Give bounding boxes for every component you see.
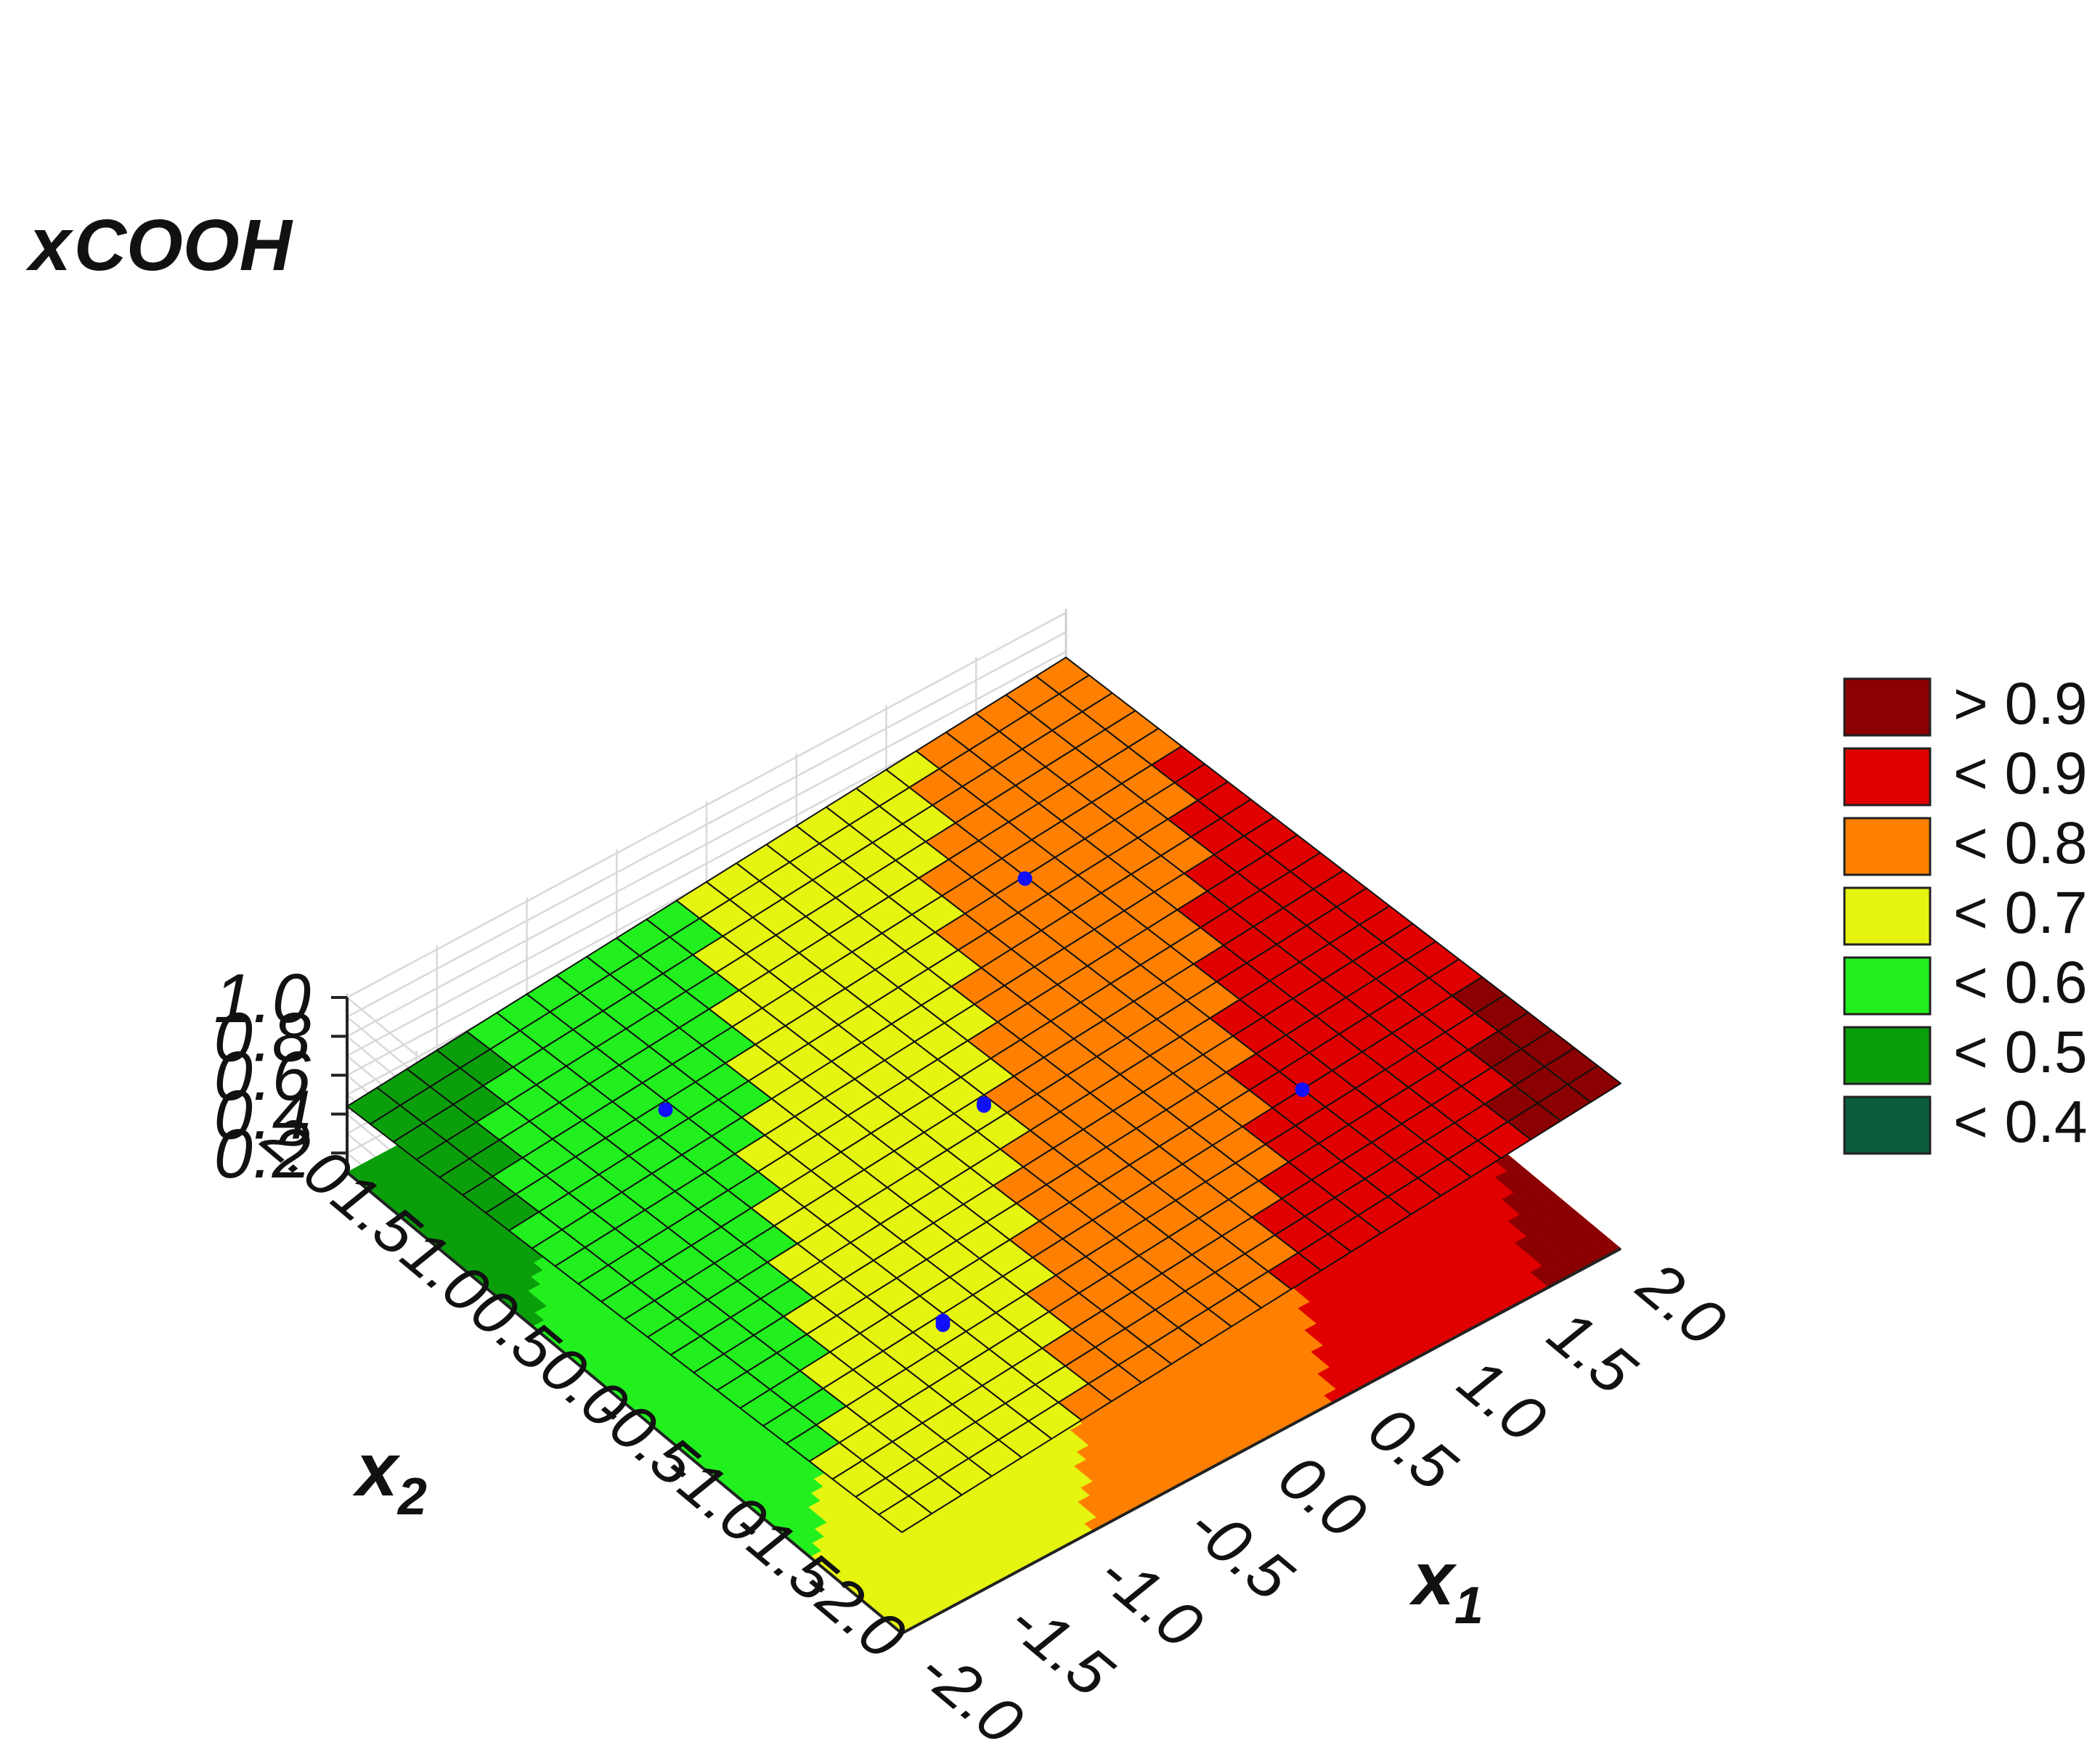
response-surface — [346, 656, 1621, 1533]
legend-swatch — [1843, 1026, 1932, 1085]
legend: > 0.9< 0.9< 0.8< 0.7< 0.6< 0.5< 0.4 — [1843, 671, 2088, 1155]
x1-axis-title: x1 — [1409, 1537, 1484, 1635]
z-axis-title: xCOOH — [25, 203, 293, 287]
z-axis-title-sub: COOH — [74, 205, 293, 286]
data-point — [935, 1317, 951, 1332]
legend-label: > 0.9 — [1953, 671, 2088, 737]
legend-label: < 0.6 — [1953, 950, 2088, 1016]
experimental-points — [658, 871, 1310, 1332]
legend-label: < 0.5 — [1953, 1019, 2088, 1085]
x2-axis-title-main: x — [352, 1428, 401, 1512]
x1-tick-label: 0.0 — [1266, 1440, 1380, 1553]
x1-tick-label: 1.5 — [1535, 1296, 1650, 1408]
x1-axis-title-sub: 1 — [1454, 1577, 1484, 1635]
z-tick-label: 0.8 — [214, 999, 311, 1077]
x1-axis-title-main: x — [1409, 1537, 1457, 1621]
data-point — [1295, 1082, 1310, 1097]
z-tick-label: 0.4 — [214, 1077, 311, 1154]
x1-tick-label: 0.5 — [1356, 1392, 1470, 1504]
z-tick-label: 0.2 — [214, 1115, 311, 1193]
legend-swatch — [1843, 747, 1932, 807]
legend-swatch — [1843, 677, 1932, 737]
legend-label: < 0.9 — [1953, 740, 2088, 807]
z-tick-label: 0.6 — [214, 1037, 312, 1115]
x1-tick-label: 1.0 — [1445, 1344, 1559, 1456]
legend-label: < 0.4 — [1953, 1089, 2088, 1155]
surface-cell — [1035, 656, 1090, 695]
legend-swatch — [1843, 956, 1932, 1016]
x1-tick-label: 2.0 — [1624, 1247, 1739, 1360]
x2-axis-title: x2 — [352, 1428, 427, 1526]
legend-swatch — [1843, 1095, 1932, 1155]
legend-swatch — [1843, 886, 1932, 946]
legend-label: < 0.7 — [1953, 880, 2088, 946]
legend-label: < 0.8 — [1953, 810, 2088, 876]
data-point — [658, 1102, 673, 1117]
z-tick-label: 1.0 — [214, 960, 311, 1037]
legend-swatch — [1843, 817, 1932, 876]
data-point — [1017, 871, 1033, 886]
data-point — [977, 1098, 991, 1113]
base-edges — [346, 1171, 1621, 1636]
x2-axis-title-sub: 2 — [396, 1468, 427, 1526]
z-axis-title-main: x — [25, 203, 74, 287]
